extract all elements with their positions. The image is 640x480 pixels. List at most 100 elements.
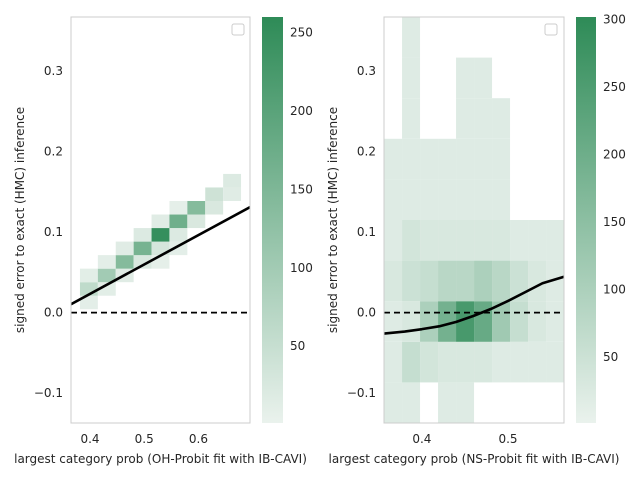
heatmap-cell	[402, 98, 421, 139]
heatmap-cell	[492, 98, 511, 139]
heatmap-cell	[97, 255, 116, 269]
heatmap-cell	[456, 301, 475, 342]
heatmap-cell	[402, 382, 421, 423]
heatmap-cell	[474, 341, 493, 383]
right-y-axis-label: signed error to exact (HMC) inference	[326, 107, 340, 333]
left-lines	[71, 205, 250, 314]
heatmap-cell	[384, 220, 403, 261]
right-x-ticks: 0.4 0.5	[412, 432, 517, 446]
heatmap-cell	[402, 301, 421, 342]
heatmap-cell	[384, 341, 403, 383]
heatmap-cell	[546, 301, 564, 342]
heatmap-cell	[205, 187, 224, 201]
heatmap-cell	[115, 241, 134, 256]
heatmap-cell	[420, 301, 439, 342]
heatmap-cell	[528, 260, 547, 302]
heatmap-cell	[169, 214, 188, 229]
colorbar-tick-label: 250	[603, 80, 626, 94]
right-y-ticks: −0.1 0.0 0.1 0.2 0.3	[347, 64, 376, 400]
heatmap-cell	[384, 382, 403, 423]
heatmap-cell	[438, 220, 457, 261]
heatmap-cell	[492, 179, 511, 220]
fit-line	[384, 275, 564, 335]
colorbar-tick-label: 50	[290, 339, 305, 353]
y-tick-label: 0.1	[44, 225, 63, 239]
colorbar-tick-label: 300	[603, 13, 626, 27]
y-tick-label: 0.0	[357, 306, 376, 320]
heatmap-cell	[187, 200, 206, 215]
right-colorbar-ticks: 50 100 150 200 250 300	[603, 13, 626, 364]
heatmap-cell	[546, 341, 564, 383]
right-heatmap-cells	[384, 17, 564, 423]
heatmap-cell	[384, 301, 403, 342]
x-tick-label: 0.5	[498, 432, 517, 446]
colorbar-tick-label: 200	[603, 148, 626, 162]
y-tick-label: 0.0	[44, 306, 63, 320]
heatmap-cell	[474, 301, 493, 342]
heatmap-cell	[420, 341, 439, 383]
heatmap-cell	[151, 241, 170, 256]
right-legend-box	[544, 23, 558, 36]
left-panel: 0.4 0.5 0.6 −0.1 0.0 0.1 0.2 0.3 largest categ…	[13, 16, 307, 466]
heatmap-cell	[528, 220, 547, 261]
left-x-ticks: 0.4 0.5 0.6	[80, 432, 208, 446]
heatmap-cell	[402, 220, 421, 261]
heatmap-cell	[438, 382, 457, 423]
heatmap-cell	[510, 260, 529, 302]
heatmap-cell	[456, 341, 475, 383]
left-colorbar-gradient	[262, 17, 283, 423]
heatmap-cell	[456, 220, 475, 261]
heatmap-cell	[402, 17, 421, 58]
heatmap-cell	[384, 138, 403, 180]
y-tick-label: 0.3	[44, 64, 63, 78]
heatmap-cell	[456, 382, 475, 423]
colorbar-tick-label: 150	[603, 215, 626, 229]
heatmap-cell	[115, 255, 134, 269]
heatmap-cell	[420, 220, 439, 261]
heatmap-cell	[510, 220, 529, 261]
heatmap-cell	[133, 241, 152, 256]
heatmap-cell	[438, 301, 457, 342]
colorbar-tick-label: 250	[290, 26, 313, 40]
heatmap-cell	[528, 301, 547, 342]
heatmap-cell	[420, 260, 439, 302]
y-tick-label: 0.1	[357, 225, 376, 239]
right-panel: 0.4 0.5 −0.1 0.0 0.1 0.2 0.3 largest category…	[326, 16, 619, 466]
right-plot-frame	[383, 16, 565, 424]
right-colorbar: 50 100 150 200 250 300	[576, 13, 626, 423]
heatmap-cell	[474, 138, 493, 180]
heatmap-cell	[492, 301, 511, 342]
heatmap-cell	[384, 260, 403, 302]
heatmap-cell	[402, 57, 421, 99]
heatmap-cell	[420, 138, 439, 180]
heatmap-cell	[420, 179, 439, 220]
heatmap-cell	[79, 268, 98, 283]
heatmap-cell	[456, 138, 475, 180]
colorbar-tick-label: 100	[603, 282, 626, 296]
fit-line	[71, 205, 250, 306]
heatmap-cell	[402, 341, 421, 383]
heatmap-cell	[151, 255, 170, 269]
heatmap-cell	[79, 295, 98, 310]
heatmap-cell	[97, 268, 116, 283]
heatmap-cell	[187, 214, 206, 229]
right-lines	[384, 275, 564, 335]
x-tick-label: 0.4	[80, 432, 99, 446]
left-legend-box	[231, 23, 245, 36]
heatmap-cell	[151, 228, 170, 242]
heatmap-cell	[402, 179, 421, 220]
colorbar-tick-label: 200	[290, 104, 313, 118]
left-colorbar: 50 100 150 200 250	[262, 17, 313, 423]
heatmap-cell	[492, 260, 511, 302]
left-plot-frame	[70, 16, 251, 424]
colorbar-tick-label: 50	[603, 350, 618, 364]
heatmap-cell	[97, 282, 116, 296]
x-tick-label: 0.6	[189, 432, 208, 446]
heatmap-cell	[402, 260, 421, 302]
heatmap-cell	[492, 220, 511, 261]
heatmap-cell	[438, 260, 457, 302]
heatmap-cell	[438, 179, 457, 220]
colorbar-tick-label: 150	[290, 182, 313, 196]
y-tick-label: 0.2	[44, 145, 63, 159]
